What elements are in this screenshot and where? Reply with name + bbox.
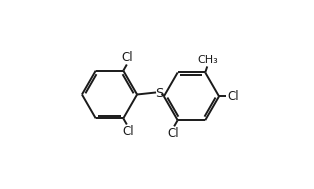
- Text: Cl: Cl: [122, 125, 133, 138]
- Text: S: S: [155, 87, 163, 100]
- Text: Cl: Cl: [227, 90, 239, 103]
- Text: Cl: Cl: [121, 51, 133, 64]
- Text: Cl: Cl: [167, 127, 179, 140]
- Text: CH₃: CH₃: [197, 55, 218, 65]
